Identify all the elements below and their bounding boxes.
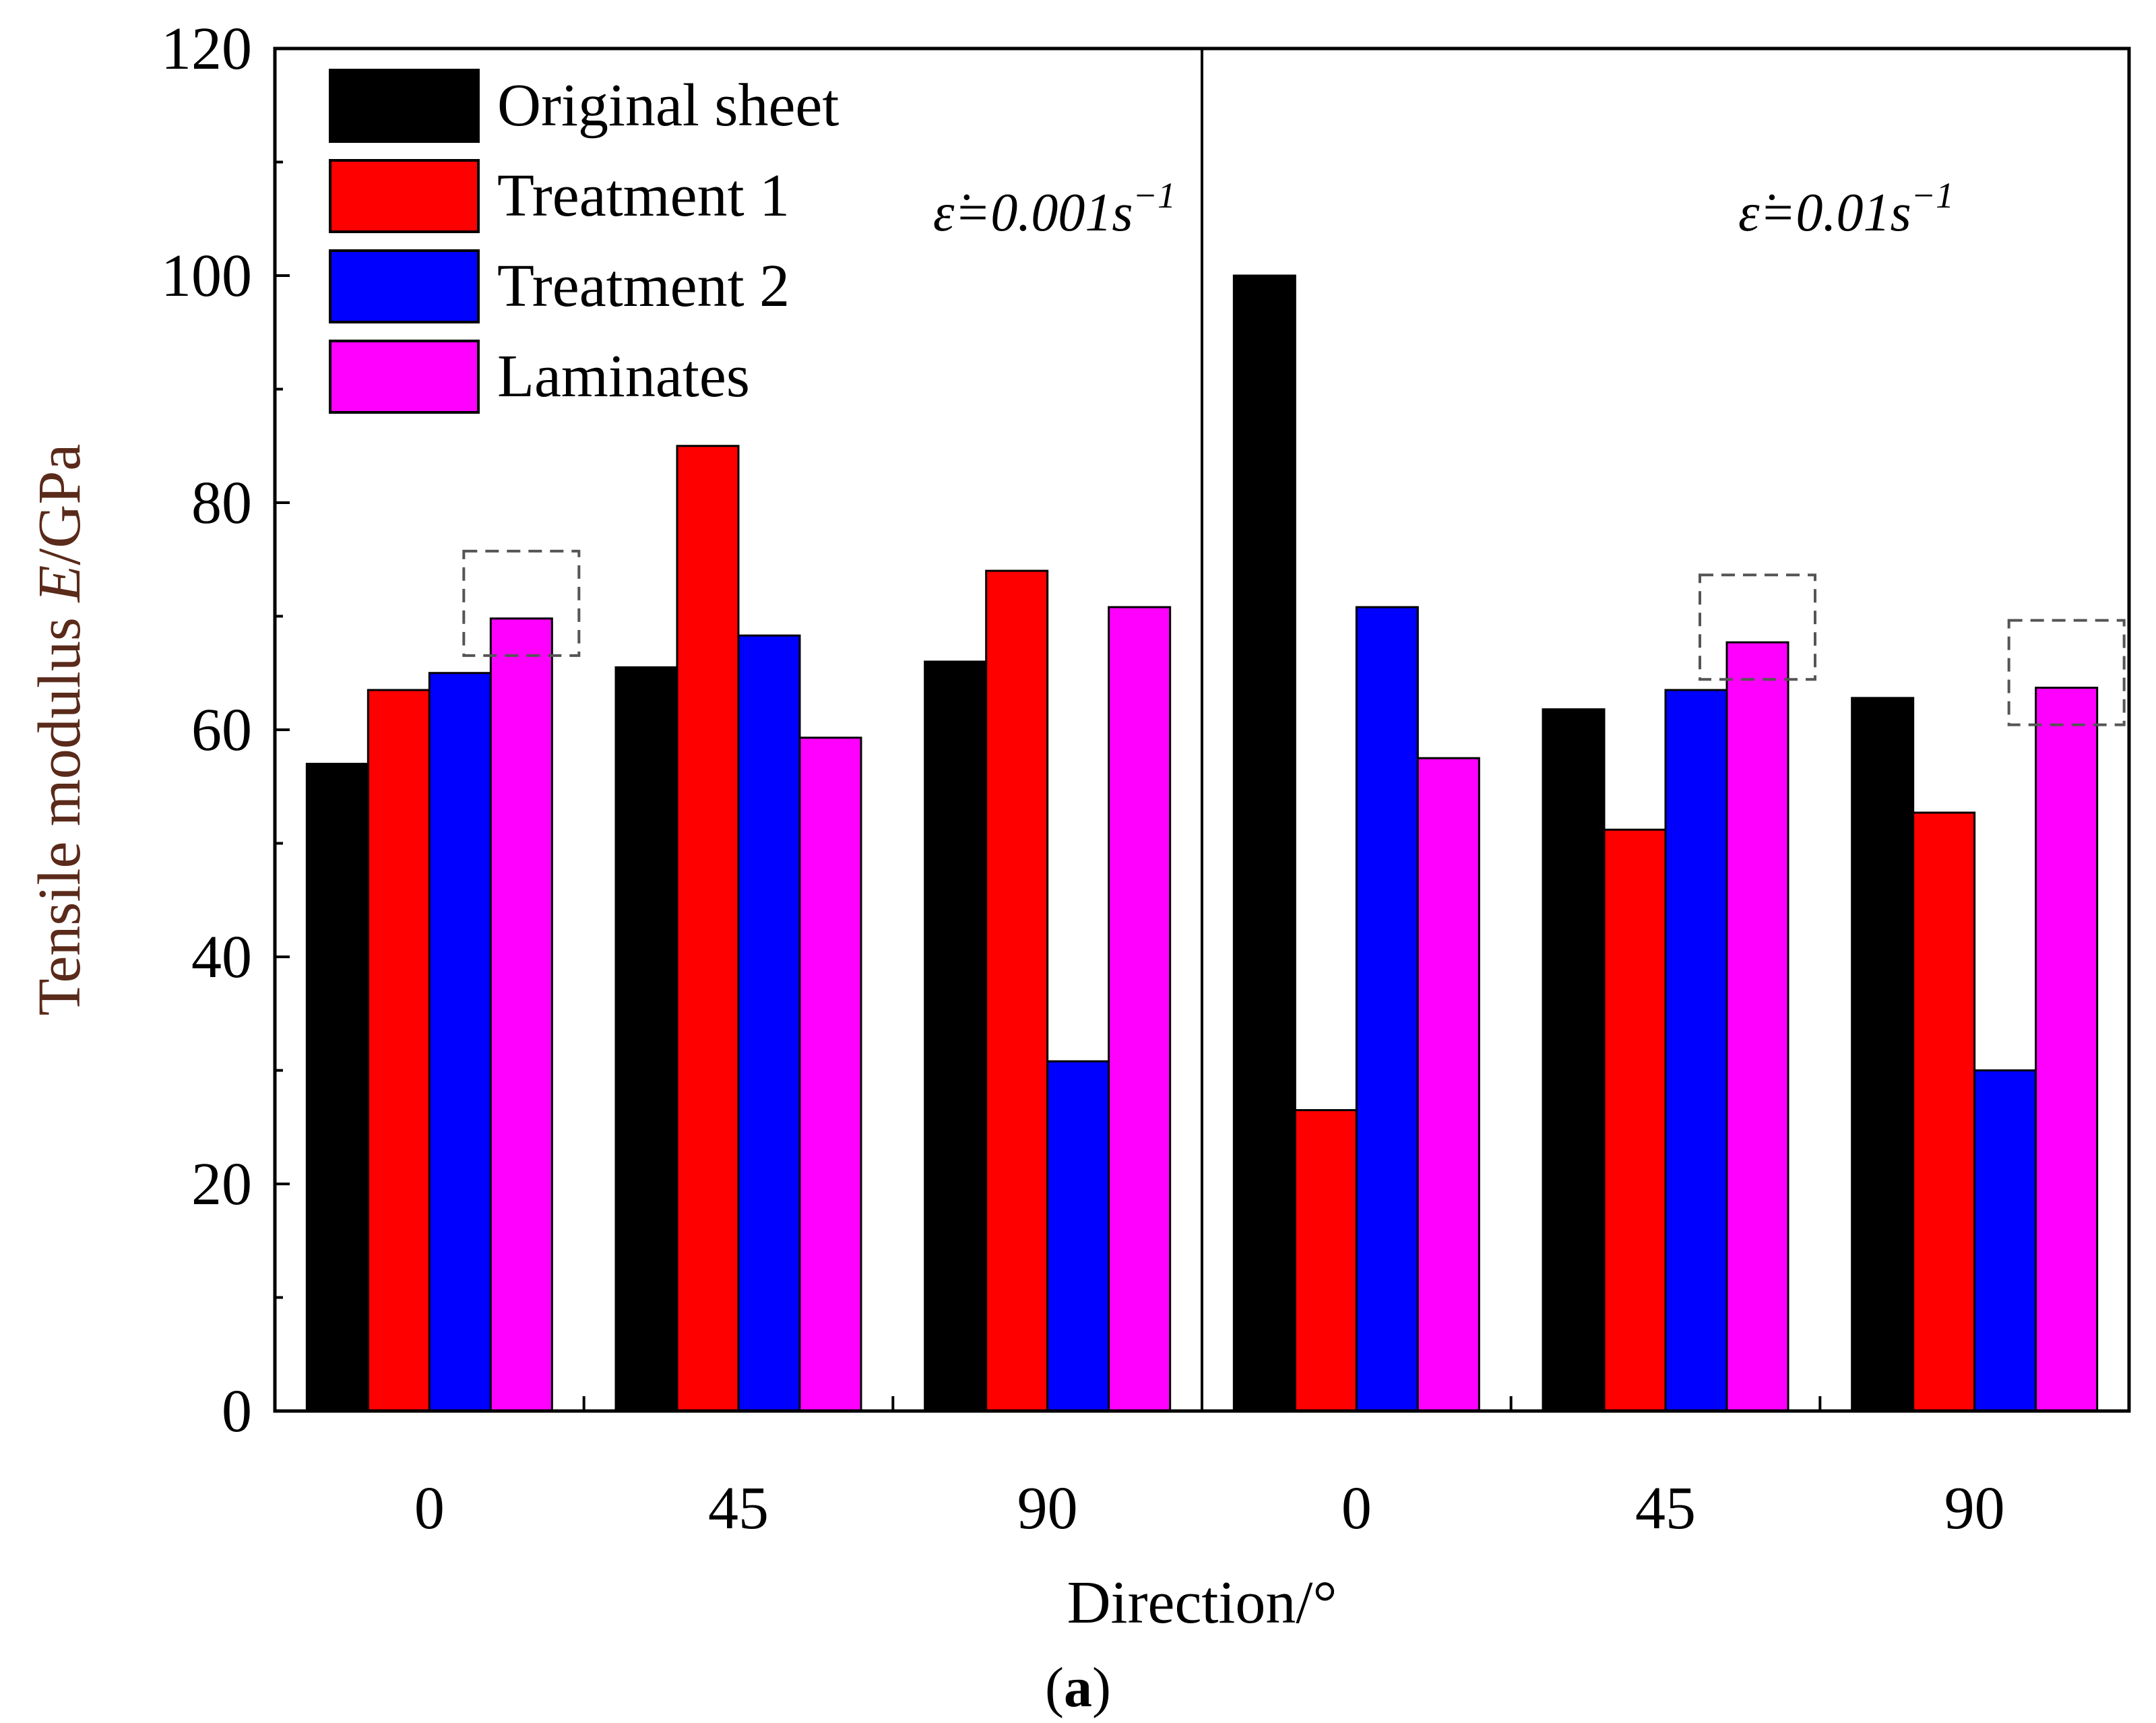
panel-rate-label-1: ε̇=0.001s−1 [933,175,1176,243]
y-axis-title-variable: E [26,565,93,604]
bar-p1-0-treatment-1 [367,689,431,1412]
bar-p2-0-treatment-1 [1294,1108,1358,1412]
figure-caption-close: ) [1092,1656,1111,1719]
x-axis-title: Direction/° [1067,1569,1337,1636]
bar-p2-90-treatment-1 [1912,811,1976,1412]
legend-label-treatment-1: Treatment 1 [497,162,790,229]
figure-caption: (a) [1045,1656,1111,1719]
bar-p1-45-treatment-1 [676,445,740,1412]
bar-p1-90-original-sheet [924,660,988,1412]
bar-p1-90-treatment-2 [1046,1060,1110,1412]
figure-caption-open: ( [1045,1656,1064,1719]
legend-swatch-treatment-1 [329,159,480,233]
x-tick-label-p1-90: 90 [1017,1475,1078,1542]
bar-p2-90-original-sheet [1851,697,1915,1412]
y-tick-label-80: 80 [191,470,252,536]
x-tick-label-p2-45: 45 [1635,1475,1696,1542]
legend-label-treatment-2: Treatment 2 [497,253,790,319]
legend-swatch-laminates [329,340,480,414]
figure-caption-letter: a [1064,1656,1092,1719]
legend-swatch-original-sheet [329,69,480,143]
x-tick-label-p2-90: 90 [1944,1475,2005,1542]
y-tick-label-60: 60 [191,697,252,763]
x-tick-label-p2-0: 0 [1341,1475,1372,1542]
bar-p1-0-laminates [489,617,553,1412]
bar-p2-90-treatment-2 [1973,1069,2037,1412]
y-tick-label-120: 120 [161,15,252,82]
panel-rate-label-1-exponent: −1 [1133,175,1176,216]
y-tick-label-40: 40 [191,924,252,991]
bar-p2-45-laminates [1725,641,1789,1412]
bar-p1-0-treatment-2 [428,672,492,1412]
bar-p1-45-treatment-2 [737,634,801,1412]
bar-p2-45-original-sheet [1542,708,1606,1412]
y-axis-title-prefix: Tensile modulus [26,602,93,1016]
y-tick-label-0: 0 [222,1378,252,1445]
bar-p1-45-laminates [798,737,862,1412]
y-tick-label-100: 100 [161,243,252,309]
panel-rate-label-2-exponent: −1 [1911,175,1954,216]
bar-p2-0-original-sheet [1232,274,1296,1412]
bar-p2-90-laminates [2035,687,2099,1412]
bars-group [305,274,2099,1412]
legend: Original sheet Treatment 1 Treatment 2 L… [329,69,839,414]
panel-rate-label-1-text: ε̇=0.001s [933,183,1133,243]
bar-p2-0-laminates [1416,757,1480,1412]
x-tick-label-p1-0: 0 [414,1475,445,1542]
panel-rate-label-2-text: ε̇=0.01s [1738,183,1911,243]
x-axis-ticks: 0 45 90 0 45 90 [414,1396,2005,1542]
y-axis-title-unit: /GPa [26,444,93,565]
panel-rate-label-2: ε̇=0.01s−1 [1738,175,1954,243]
bar-p2-45-treatment-1 [1603,828,1667,1412]
bar-p1-45-original-sheet [614,666,678,1412]
bar-p2-45-treatment-2 [1664,689,1728,1412]
bar-p1-90-laminates [1108,606,1172,1412]
bar-p2-0-treatment-2 [1355,606,1419,1412]
y-axis-title: Tensile modulus E/GPa [26,444,93,1016]
legend-label-original-sheet: Original sheet [497,72,839,139]
x-tick-label-p1-45: 45 [708,1475,769,1542]
bar-p1-90-treatment-1 [985,569,1049,1412]
y-axis-ticks: 0 20 40 60 80 100 120 [161,15,290,1445]
bar-p1-0-original-sheet [305,763,369,1412]
y-tick-label-20: 20 [191,1151,252,1218]
legend-swatch-treatment-2 [329,249,480,323]
legend-label-laminates: Laminates [497,343,750,410]
